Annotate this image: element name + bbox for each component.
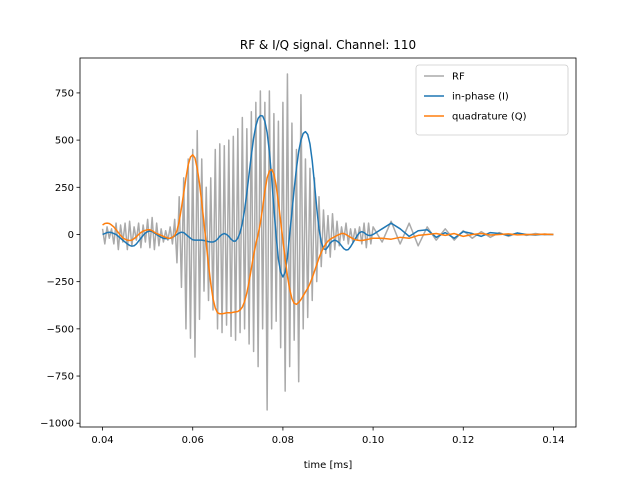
x-tick-label: 0.12 [452, 435, 474, 446]
y-tick-label: 750 [55, 88, 74, 99]
y-tick-label: 250 [55, 183, 74, 194]
x-tick-label: 0.06 [182, 435, 204, 446]
line-series [102, 154, 554, 315]
legend-label: quadrature (Q) [452, 112, 527, 123]
x-axis-label: time [ms] [304, 460, 353, 471]
legend-box [415, 64, 569, 136]
y-tick-label: −500 [47, 324, 74, 335]
y-tick-label: −250 [47, 277, 74, 288]
y-tick-label: 500 [55, 136, 74, 147]
x-tick-label: 0.04 [91, 435, 113, 446]
axes-frame [79, 57, 577, 428]
legend-label: RF [452, 72, 465, 83]
x-tick-label: 0.08 [272, 435, 294, 446]
x-tick-label: 0.14 [542, 435, 564, 446]
chart-title: RF & I/Q signal. Channel: 110 [240, 38, 416, 52]
y-tick-label: −750 [47, 372, 74, 383]
y-tick-label: −1000 [40, 419, 74, 430]
legend-label: in-phase (I) [452, 92, 509, 103]
y-tick-label: 0 [68, 230, 74, 241]
x-tick-label: 0.10 [362, 435, 384, 446]
